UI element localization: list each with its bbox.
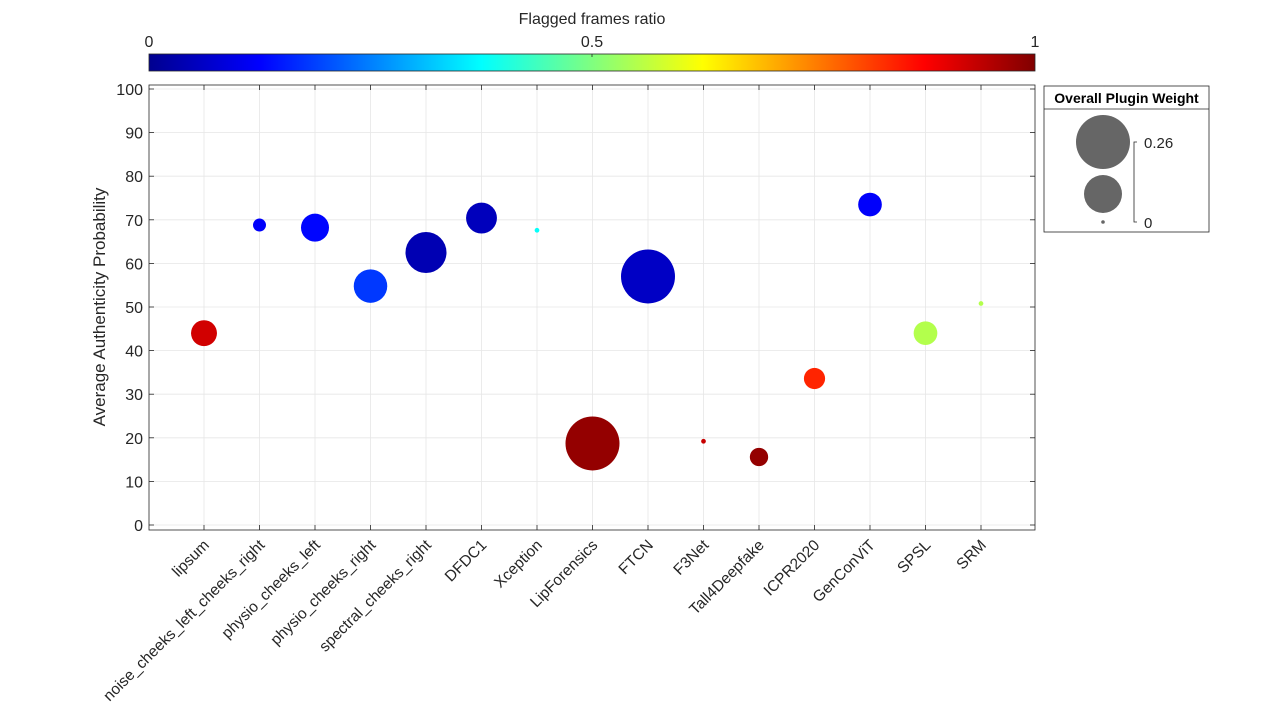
bubble-physio-cheeks-right — [353, 269, 388, 303]
x-tick-label: physio_cheeks_right — [267, 536, 379, 648]
y-tick-label: 0 — [134, 518, 143, 535]
y-tick-label: 70 — [125, 213, 143, 230]
x-tick-label: FTCN — [616, 537, 657, 578]
size-legend-title: Overall Plugin Weight — [1054, 90, 1199, 106]
y-tick-label: 40 — [125, 344, 143, 361]
bubble-lipforensics — [565, 416, 620, 471]
x-axis: lipsumnoise_cheeks_left_cheeks_rightphys… — [100, 85, 990, 705]
colorbar-label: Flagged frames ratio — [519, 11, 666, 28]
size-legend: Overall Plugin Weight 0.26 0 — [1043, 85, 1210, 233]
y-tick-label: 60 — [125, 256, 143, 273]
size-legend-large — [1076, 115, 1130, 169]
bubble-ftcn — [621, 249, 675, 304]
y-tick-label: 30 — [125, 387, 143, 404]
x-tick-label: DFDC1 — [442, 537, 491, 586]
bubble-srm — [978, 301, 984, 306]
x-tick-label: spectral_cheeks_right — [316, 536, 435, 655]
bubble-xception — [534, 227, 540, 233]
x-tick-label: F3Net — [670, 536, 712, 578]
bubble-f3net — [701, 438, 706, 444]
colorbar-tick-1: 1 — [1031, 34, 1040, 51]
y-tick-label: 10 — [125, 474, 143, 491]
colorbar-tick-half: 0.5 — [581, 34, 603, 51]
y-tick-label: 20 — [125, 431, 143, 448]
x-tick-label: physio_cheeks_left — [219, 536, 325, 642]
bubble-genconvit — [858, 192, 882, 217]
bubble-dfdc1 — [466, 202, 497, 234]
y-axis: 0 10 20 30 40 50 60 70 80 90 100 — [116, 82, 1035, 535]
bubble-tall4deepfake — [749, 447, 769, 467]
plot-frame — [148, 84, 1036, 531]
bubble-icpr2020 — [803, 367, 826, 390]
x-tick-label: SRM — [953, 537, 989, 573]
bubble-spsl — [913, 321, 938, 346]
x-tick-label: lipsum — [169, 537, 213, 581]
bubble-lipsum — [191, 320, 217, 347]
x-tick-label: SPSL — [894, 537, 934, 577]
size-legend-small — [1101, 220, 1105, 224]
size-legend-max: 0.26 — [1144, 135, 1173, 152]
y-tick-label: 80 — [125, 169, 143, 186]
y-tick-label: 50 — [125, 300, 143, 317]
size-legend-min: 0 — [1144, 215, 1152, 232]
y-axis-label: Average Authenticity Probability — [90, 187, 109, 426]
bubble-noise-cheeks-left-cheeks-right — [253, 218, 266, 232]
size-legend-box — [1043, 85, 1210, 233]
bubbles — [191, 192, 984, 471]
size-legend-medium — [1084, 175, 1122, 213]
bubble-physio-cheeks-left — [300, 213, 330, 242]
colorbar-tick-0: 0 — [145, 34, 154, 51]
bubble-spectral-cheeks-right — [405, 231, 447, 274]
y-tick-label: 90 — [125, 126, 143, 143]
colorbar: Flagged frames ratio 0 0.5 1 — [145, 11, 1040, 72]
y-tick-label: 100 — [116, 82, 143, 99]
x-tick-label: Xception — [491, 537, 546, 592]
